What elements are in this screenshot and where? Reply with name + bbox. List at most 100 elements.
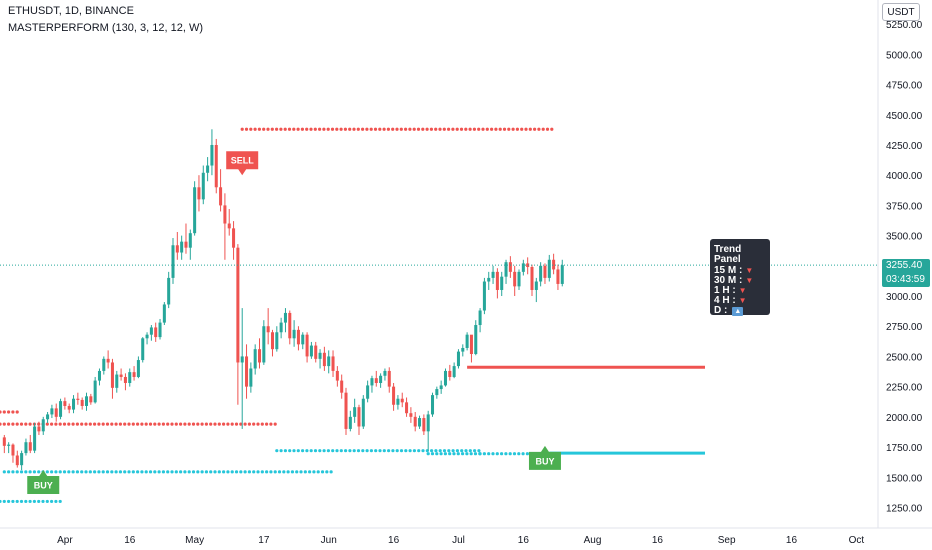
candle-body bbox=[439, 385, 443, 390]
candle-body bbox=[482, 281, 486, 311]
candle-body bbox=[521, 263, 525, 272]
candle-body bbox=[469, 334, 473, 355]
candle-body bbox=[93, 380, 97, 403]
candle-body bbox=[15, 455, 19, 466]
candle bbox=[175, 231, 179, 260]
candle bbox=[89, 393, 93, 405]
time-tick-label: Jun bbox=[321, 535, 337, 546]
candle bbox=[547, 254, 551, 282]
buy-signal-text: BUY bbox=[34, 481, 53, 491]
candle bbox=[24, 438, 28, 456]
candle-body bbox=[426, 414, 430, 432]
candle bbox=[11, 443, 15, 463]
candle bbox=[80, 397, 84, 410]
time-tick-label: 17 bbox=[258, 535, 270, 546]
candle bbox=[469, 334, 473, 363]
candle bbox=[136, 356, 140, 379]
last-price-tag: 3255.40 03:43:59 bbox=[882, 259, 930, 287]
currency-button[interactable]: USDT bbox=[882, 3, 920, 21]
candle-body bbox=[214, 144, 218, 188]
time-tick-label: Apr bbox=[57, 535, 73, 546]
candle bbox=[227, 209, 231, 236]
candle bbox=[318, 349, 322, 369]
candle bbox=[387, 367, 391, 393]
candle-body bbox=[405, 402, 409, 414]
candle-body bbox=[245, 356, 249, 387]
candle-body bbox=[262, 326, 266, 363]
candle-body bbox=[249, 368, 253, 387]
candle-body bbox=[552, 259, 556, 270]
candle-body bbox=[33, 426, 37, 451]
candle-body bbox=[145, 334, 149, 339]
candle bbox=[141, 337, 145, 363]
time-tick-label: Aug bbox=[584, 535, 602, 546]
candle-body bbox=[383, 370, 387, 376]
candle-body bbox=[67, 405, 71, 410]
price-tick-label: 1250.00 bbox=[886, 503, 923, 514]
candle-body bbox=[335, 370, 339, 381]
buy-signal-text: BUY bbox=[535, 456, 554, 466]
candle bbox=[232, 221, 236, 260]
candle bbox=[478, 308, 482, 333]
time-axis[interactable]: Apr 16 May 17 Jun 16 Jul 16 Aug 16 Sep 16 Oct bbox=[57, 535, 864, 546]
candle-body bbox=[54, 408, 58, 417]
candle-body bbox=[37, 426, 41, 432]
candle bbox=[20, 450, 24, 471]
candle bbox=[418, 415, 422, 429]
candle bbox=[158, 318, 162, 340]
candle bbox=[357, 404, 361, 435]
trend-row-label: 1 H : bbox=[714, 285, 736, 296]
sell-signal: SELL bbox=[226, 151, 259, 176]
candle bbox=[331, 350, 335, 377]
candle-body bbox=[210, 144, 214, 166]
indicator-title[interactable]: MASTERPERFORM (130, 3, 12, 12, W) bbox=[8, 22, 203, 34]
price-axis[interactable]: 1250.00 1500.00 1750.00 2000.00 2250.00 2500.… bbox=[886, 20, 923, 514]
candle bbox=[400, 392, 404, 408]
candle-body bbox=[149, 327, 153, 335]
candle bbox=[37, 421, 41, 435]
candle-body bbox=[526, 263, 530, 268]
candle-body bbox=[547, 259, 551, 278]
trend-row-15m: 15 M : ▼ bbox=[714, 266, 770, 276]
price-tick-label: 3500.00 bbox=[886, 232, 923, 243]
candle bbox=[534, 277, 538, 303]
candle bbox=[296, 326, 300, 351]
candle bbox=[270, 329, 274, 357]
candle-body bbox=[309, 345, 313, 357]
candle-body bbox=[232, 228, 236, 248]
candle bbox=[374, 370, 378, 387]
bar-countdown: 03:43:59 bbox=[886, 274, 925, 285]
price-tick-label: 3000.00 bbox=[886, 292, 923, 303]
candle-body bbox=[504, 262, 508, 277]
time-tick-label: Jul bbox=[452, 535, 465, 546]
candle-body bbox=[301, 334, 305, 345]
candle bbox=[132, 366, 136, 381]
candle-body bbox=[7, 444, 11, 446]
candle-body bbox=[508, 262, 512, 272]
candle-body bbox=[132, 372, 136, 377]
candle-body bbox=[283, 312, 287, 323]
candle-body bbox=[392, 386, 396, 405]
last-price-value: 3255.40 bbox=[886, 260, 923, 271]
candle bbox=[305, 332, 309, 363]
candle-body bbox=[266, 326, 270, 333]
candle bbox=[266, 308, 270, 345]
price-tick-label: 1500.00 bbox=[886, 473, 923, 484]
candle-body bbox=[158, 322, 162, 338]
candle-body bbox=[500, 276, 504, 290]
down-triangle-icon: ▼ bbox=[745, 266, 754, 275]
candle-body bbox=[270, 332, 274, 350]
candle bbox=[184, 223, 188, 254]
candle-body bbox=[136, 360, 140, 377]
candle bbox=[76, 392, 80, 405]
candle-body bbox=[2, 437, 6, 446]
buy-signal-label bbox=[528, 445, 561, 470]
candle bbox=[15, 450, 19, 468]
candle-body bbox=[530, 267, 534, 290]
candle bbox=[344, 387, 348, 435]
time-tick-label: May bbox=[185, 535, 204, 546]
candle-body bbox=[452, 366, 456, 377]
candle bbox=[487, 271, 491, 290]
candle bbox=[123, 373, 127, 391]
